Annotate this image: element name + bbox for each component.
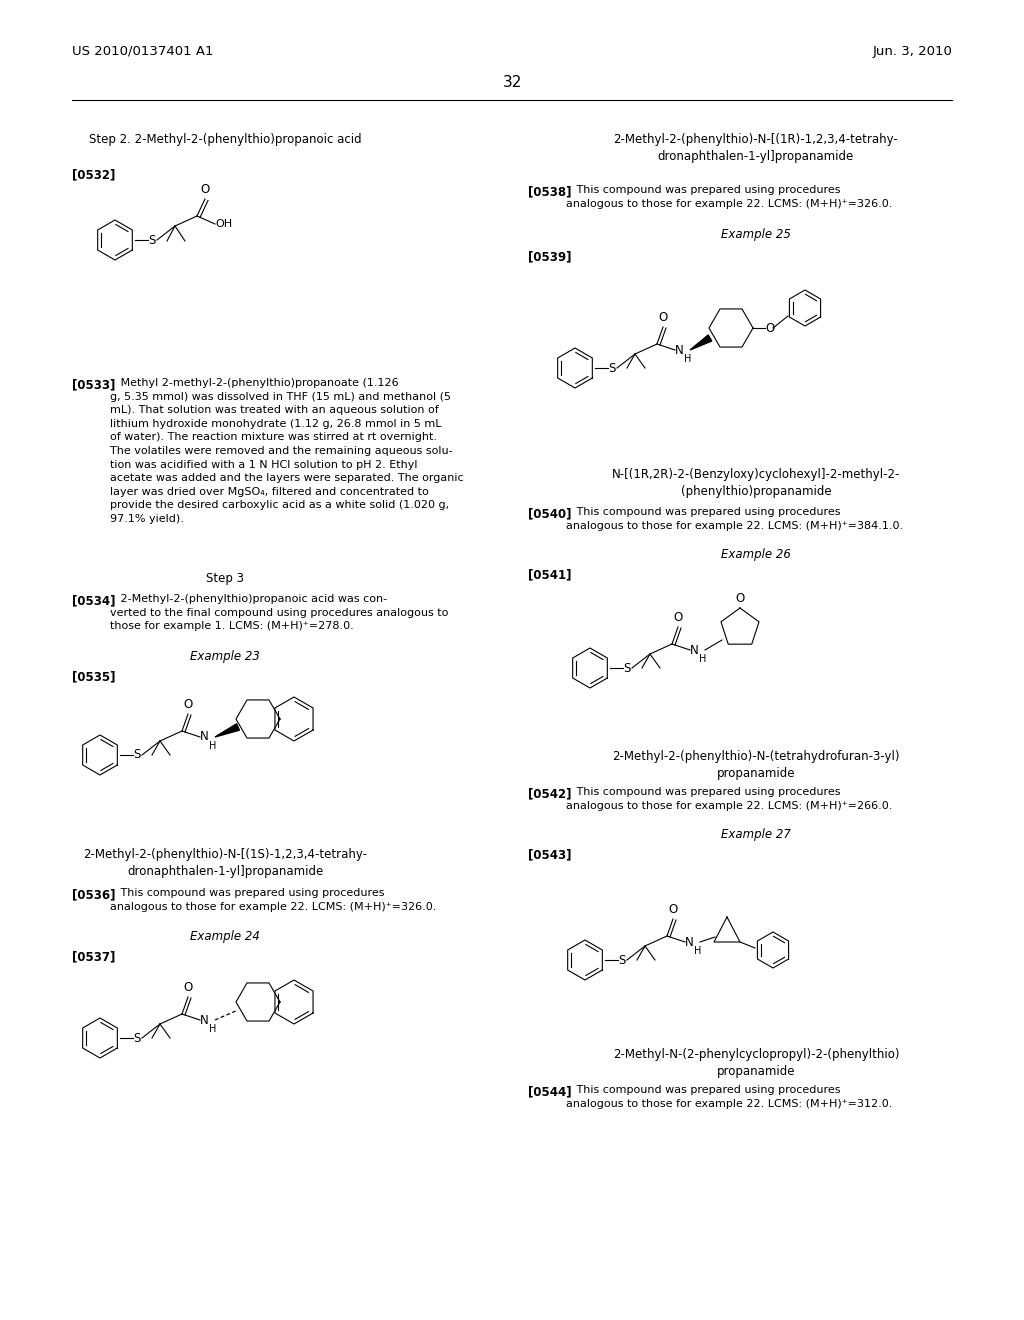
Text: Step 2. 2-Methyl-2-(phenylthio)propanoic acid: Step 2. 2-Methyl-2-(phenylthio)propanoic… xyxy=(89,133,361,147)
Text: S: S xyxy=(623,661,631,675)
Text: Step 3: Step 3 xyxy=(206,572,244,585)
Text: O: O xyxy=(674,611,683,624)
Text: [0544]: [0544] xyxy=(528,1085,571,1098)
Text: [0533]: [0533] xyxy=(72,378,116,391)
Text: US 2010/0137401 A1: US 2010/0137401 A1 xyxy=(72,45,213,58)
Text: S: S xyxy=(608,362,615,375)
Text: H: H xyxy=(209,741,216,751)
Text: Example 27: Example 27 xyxy=(721,828,791,841)
Text: 32: 32 xyxy=(503,75,521,90)
Text: [0538]: [0538] xyxy=(528,185,571,198)
Text: O: O xyxy=(201,183,210,195)
Polygon shape xyxy=(690,335,712,350)
Text: N: N xyxy=(675,343,684,356)
Text: Example 26: Example 26 xyxy=(721,548,791,561)
Text: This compound was prepared using procedures
analogous to those for example 22. L: This compound was prepared using procedu… xyxy=(110,888,436,912)
Text: N: N xyxy=(685,936,693,949)
Text: Methyl 2-methyl-2-(phenylthio)propanoate (1.126
g, 5.35 mmol) was dissolved in T: Methyl 2-methyl-2-(phenylthio)propanoate… xyxy=(110,378,464,524)
Text: [0537]: [0537] xyxy=(72,950,116,964)
Text: This compound was prepared using procedures
analogous to those for example 22. L: This compound was prepared using procedu… xyxy=(566,787,892,810)
Text: H: H xyxy=(209,1024,216,1034)
Text: Example 23: Example 23 xyxy=(190,649,260,663)
Text: S: S xyxy=(133,1031,140,1044)
Text: [0541]: [0541] xyxy=(528,568,571,581)
Text: O: O xyxy=(658,312,668,323)
Text: O: O xyxy=(183,698,193,711)
Text: This compound was prepared using procedures
analogous to those for example 22. L: This compound was prepared using procedu… xyxy=(566,507,903,531)
Text: OH: OH xyxy=(215,219,232,228)
Text: H: H xyxy=(684,354,691,364)
Text: O: O xyxy=(765,322,774,334)
Polygon shape xyxy=(215,723,240,737)
Text: N-[(1R,2R)-2-(Benzyloxy)cyclohexyl]-2-methyl-2-
(phenylthio)propanamide: N-[(1R,2R)-2-(Benzyloxy)cyclohexyl]-2-me… xyxy=(611,469,900,498)
Text: S: S xyxy=(133,748,140,762)
Text: S: S xyxy=(148,234,156,247)
Text: [0542]: [0542] xyxy=(528,787,571,800)
Text: Example 24: Example 24 xyxy=(190,931,260,942)
Text: S: S xyxy=(618,953,626,966)
Text: 2-Methyl-2-(phenylthio)propanoic acid was con-
verted to the final compound usin: 2-Methyl-2-(phenylthio)propanoic acid wa… xyxy=(110,594,449,631)
Text: This compound was prepared using procedures
analogous to those for example 22. L: This compound was prepared using procedu… xyxy=(566,185,892,209)
Text: 2-Methyl-2-(phenylthio)-N-[(1R)-1,2,3,4-tetrahy-
dronaphthalen-1-yl]propanamide: 2-Methyl-2-(phenylthio)-N-[(1R)-1,2,3,4-… xyxy=(613,133,898,162)
Text: [0532]: [0532] xyxy=(72,168,116,181)
Text: H: H xyxy=(699,653,707,664)
Text: 2-Methyl-2-(phenylthio)-N-(tetrahydrofuran-3-yl)
propanamide: 2-Methyl-2-(phenylthio)-N-(tetrahydrofur… xyxy=(612,750,900,780)
Text: Example 25: Example 25 xyxy=(721,228,791,242)
Text: [0535]: [0535] xyxy=(72,671,116,682)
Text: [0540]: [0540] xyxy=(528,507,571,520)
Text: O: O xyxy=(669,903,678,916)
Text: O: O xyxy=(735,591,744,605)
Text: Jun. 3, 2010: Jun. 3, 2010 xyxy=(872,45,952,58)
Text: 2-Methyl-N-(2-phenylcyclopropyl)-2-(phenylthio)
propanamide: 2-Methyl-N-(2-phenylcyclopropyl)-2-(phen… xyxy=(612,1048,899,1078)
Text: H: H xyxy=(694,946,701,956)
Text: O: O xyxy=(183,981,193,994)
Text: [0536]: [0536] xyxy=(72,888,116,902)
Text: This compound was prepared using procedures
analogous to those for example 22. L: This compound was prepared using procedu… xyxy=(566,1085,892,1109)
Text: [0534]: [0534] xyxy=(72,594,116,607)
Text: [0543]: [0543] xyxy=(528,847,571,861)
Text: 2-Methyl-2-(phenylthio)-N-[(1S)-1,2,3,4-tetrahy-
dronaphthalen-1-yl]propanamide: 2-Methyl-2-(phenylthio)-N-[(1S)-1,2,3,4-… xyxy=(83,847,367,878)
Text: N: N xyxy=(200,730,209,743)
Text: N: N xyxy=(200,1014,209,1027)
Text: N: N xyxy=(690,644,698,656)
Text: [0539]: [0539] xyxy=(528,249,571,263)
